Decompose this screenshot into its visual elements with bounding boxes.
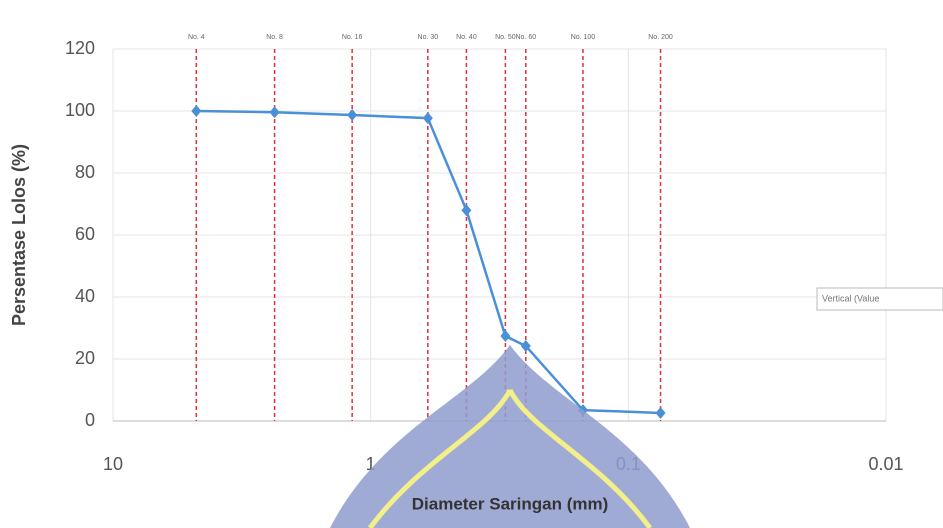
reference-label: No. 100 [571,34,596,41]
y-tick-label: 0 [85,410,95,430]
x-tick-label: 10 [103,454,123,474]
y-tick-label: 80 [75,162,95,182]
reference-label: No. 4 [188,34,205,41]
x-tick-label: 0.01 [868,454,903,474]
chart: 0204060801001201010.10.01No. 4No. 8No. 1… [0,0,943,528]
y-tick-label: 120 [65,38,95,58]
reference-label: No. 60 [515,34,536,41]
reference-label: No. 40 [456,34,477,41]
y-tick-label: 60 [75,224,95,244]
reference-label: No. 50 [495,34,516,41]
reference-label: No. 8 [266,34,283,41]
tooltip: Vertical (Value [822,293,879,303]
reference-label: No. 200 [648,34,673,41]
reference-label: No. 30 [418,34,439,41]
y-tick-label: 40 [75,286,95,306]
x-axis-title: Diameter Saringan (mm) [412,494,609,513]
y-tick-label: 100 [65,100,95,120]
y-tick-label: 20 [75,348,95,368]
reference-label: No. 16 [342,34,363,41]
y-axis-title: Persentase Lolos (%) [9,144,29,326]
